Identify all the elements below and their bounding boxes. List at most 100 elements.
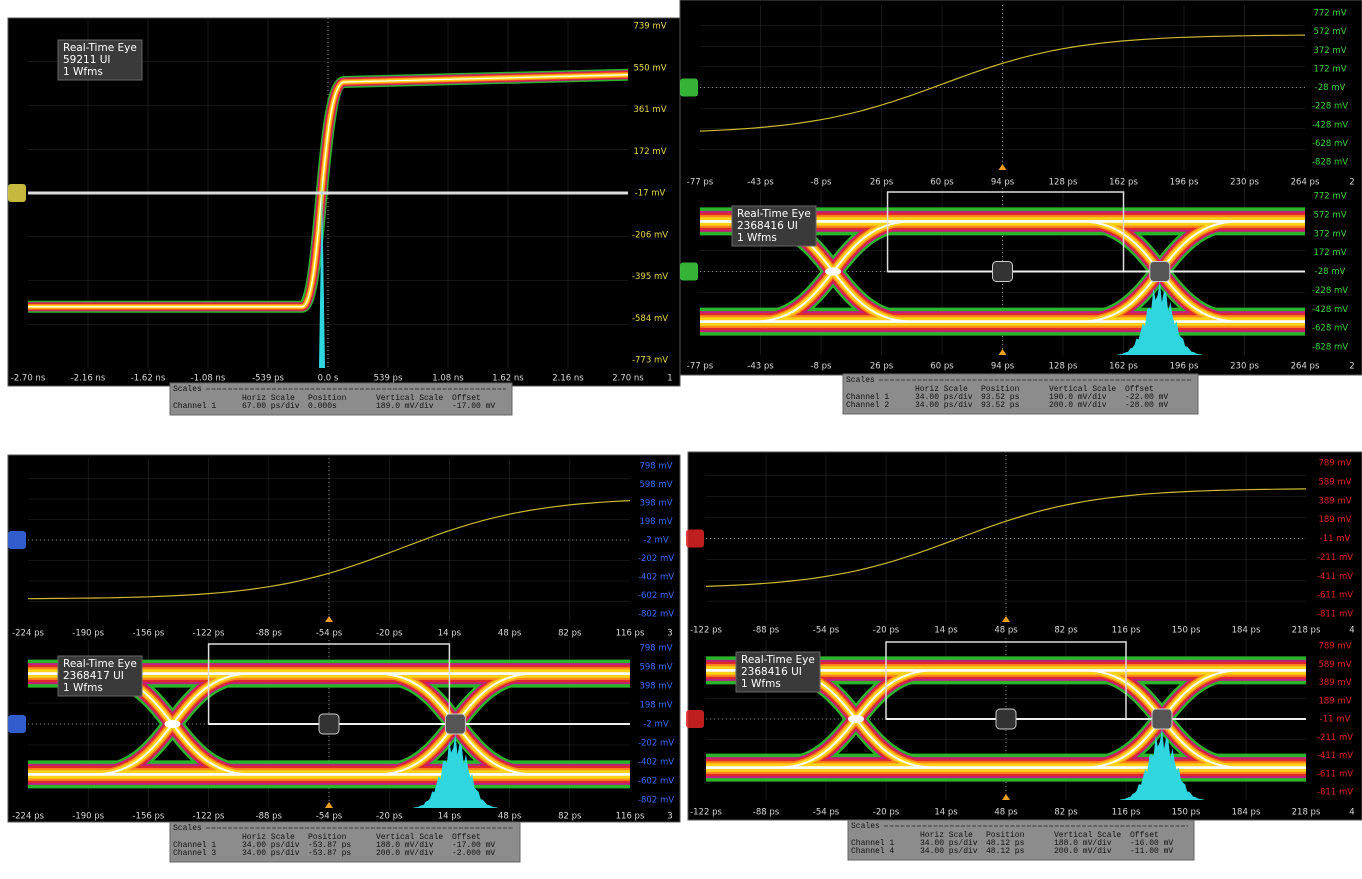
overlay-text: 1 Wfms xyxy=(63,682,103,694)
scales-cell: -22.00 mV xyxy=(1125,393,1168,402)
scales-cell: Channel 3 xyxy=(173,849,216,858)
x-tick-label: -77 ps xyxy=(687,178,714,188)
trigger-marker xyxy=(325,616,333,622)
y-tick-label: 598 mV xyxy=(639,663,672,673)
overlay-text: 1 Wfms xyxy=(737,232,777,244)
cursor-handle xyxy=(444,713,466,735)
x-tick-label: 230 ps xyxy=(1230,362,1259,372)
overlay-box xyxy=(735,651,821,693)
scales-header: Offset xyxy=(1125,385,1154,394)
x-tick-label: 2.70 ns xyxy=(612,374,644,384)
channel-number: 1 xyxy=(667,374,672,384)
y-tick-label: 798 mV xyxy=(639,462,672,472)
eye-trace xyxy=(28,74,628,308)
x-tick-label: -190 ps xyxy=(72,629,104,639)
x-tick-label: 14 ps xyxy=(438,629,462,639)
x-tick-label: -43 ps xyxy=(747,362,774,372)
overlay-text: 2368416 UI xyxy=(737,220,798,232)
x-tick-label: -156 ps xyxy=(132,812,164,822)
plot: 789 mV 589 mV 389 mV 189 mV -11 mV -211 mV -41… xyxy=(686,638,1355,818)
y-tick-label: 198 mV xyxy=(639,517,672,527)
scales-cell: Channel 1 xyxy=(173,841,216,850)
x-tick-label: -54 ps xyxy=(316,812,343,822)
channel-number: 2 xyxy=(1349,178,1354,188)
plot: 798 mV 598 mV 398 mV 198 mV -2 mV -202 mV -402… xyxy=(8,458,674,639)
x-tick-label: -1.08 ns xyxy=(191,374,226,384)
waveform-trace xyxy=(700,34,1305,132)
scales-cell: 93.52 ps xyxy=(981,393,1020,402)
eye-crossing xyxy=(164,720,181,728)
scales-header: Position xyxy=(308,394,347,403)
y-tick-label: 572 mV xyxy=(1313,210,1346,220)
x-tick-label: 60 ps xyxy=(930,178,954,188)
waveform xyxy=(28,659,630,808)
x-tick-label: 184 ps xyxy=(1232,626,1261,636)
plot: 772 mV 572 mV 372 mV 172 mV -28 mV -228 mV -42… xyxy=(680,188,1355,372)
y-tick-label: 198 mV xyxy=(639,701,672,711)
scales-header: Offset xyxy=(1130,831,1159,840)
y-tick-label: -202 mV xyxy=(638,739,674,749)
x-tick-label: -43 ps xyxy=(747,178,774,188)
cursor-handle xyxy=(1151,708,1173,730)
scales-cell: Channel 1 xyxy=(851,839,894,848)
y-tick-label: 739 mV xyxy=(633,22,666,32)
cursor-handle xyxy=(992,261,1013,282)
x-tick-label: 128 ps xyxy=(1049,178,1078,188)
trigger-marker xyxy=(325,802,333,808)
x-tick-label: 82 ps xyxy=(558,629,582,639)
scales-cell: 67.00 ps/div xyxy=(242,402,300,411)
scales-cell: 200.0 mV/div xyxy=(376,849,434,858)
scales-header: Vertical Scale xyxy=(1049,385,1116,394)
scales-table: Scales Horiz Scale Position Vertical Scale O… xyxy=(169,382,513,416)
scales-header: Horiz Scale xyxy=(242,833,295,842)
y-tick-label: 372 mV xyxy=(1313,229,1346,239)
x-tick-label: -8 ps xyxy=(810,362,832,372)
x-tick-label: -20 ps xyxy=(873,626,900,636)
plot: 798 mV 598 mV 398 mV 198 mV -2 mV -202 mV -402… xyxy=(8,640,674,822)
overlay-text: Real-Time Eye xyxy=(741,654,815,666)
overlay-box xyxy=(731,205,817,247)
y-tick-label: -28 mV xyxy=(1315,267,1346,277)
scales-cell: -17.00 mV xyxy=(452,402,495,411)
plot: 739 mV 550 mV 361 mV 172 mV -17 mV -206 mV -39… xyxy=(8,18,673,384)
y-tick-label: -395 mV xyxy=(632,272,668,282)
eye-crossing xyxy=(825,267,842,276)
x-tick-label: 14 ps xyxy=(934,626,958,636)
x-tick-label: -224 ps xyxy=(12,812,44,822)
x-tick-label: 14 ps xyxy=(438,812,462,822)
y-tick-label: -2 mV xyxy=(643,720,668,730)
x-tick-label: 94 ps xyxy=(991,362,1015,372)
y-tick-label: -428 mV xyxy=(1312,120,1348,130)
scales-table: Scales Horiz Scale Position Vertical Scale O… xyxy=(847,819,1195,861)
x-tick-label: -88 ps xyxy=(753,626,780,636)
channel-marker xyxy=(686,529,704,548)
histogram xyxy=(1117,281,1203,355)
histogram xyxy=(413,733,498,808)
waveform xyxy=(28,68,628,368)
y-tick-label: -802 mV xyxy=(638,796,674,806)
x-tick-label: 218 ps xyxy=(1292,626,1321,636)
scales-cell: 34.00 ps/div xyxy=(915,393,973,402)
y-tick-label: -811 mV xyxy=(1317,788,1353,798)
channel-marker xyxy=(8,531,26,549)
x-tick-label: -122 ps xyxy=(690,626,722,636)
waveform-trace xyxy=(28,500,630,600)
overlay-text: 2368417 UI xyxy=(63,670,124,682)
x-tick-label: 2.16 ns xyxy=(552,374,584,384)
scales-cell: -16.00 mV xyxy=(1130,839,1173,848)
x-tick-label: 150 ps xyxy=(1172,626,1201,636)
x-tick-label: 48 ps xyxy=(498,629,522,639)
cursor-handle xyxy=(1149,261,1171,282)
scales-table: Scales Horiz Scale Position Vertical Scale O… xyxy=(842,373,1199,415)
y-tick-label: 598 mV xyxy=(639,480,672,490)
x-tick-label: 82 ps xyxy=(558,812,582,822)
scales-cell: 34.00 ps/div xyxy=(242,849,300,858)
x-tick-label: 82 ps xyxy=(1054,808,1078,818)
scales-header: Horiz Scale xyxy=(242,394,295,403)
x-tick-label: -8 ps xyxy=(810,178,832,188)
y-tick-label: 772 mV xyxy=(1313,192,1346,202)
channel-number: 4 xyxy=(1349,626,1354,636)
y-tick-label: -211 mV xyxy=(1317,733,1353,743)
scales-box xyxy=(169,821,521,863)
